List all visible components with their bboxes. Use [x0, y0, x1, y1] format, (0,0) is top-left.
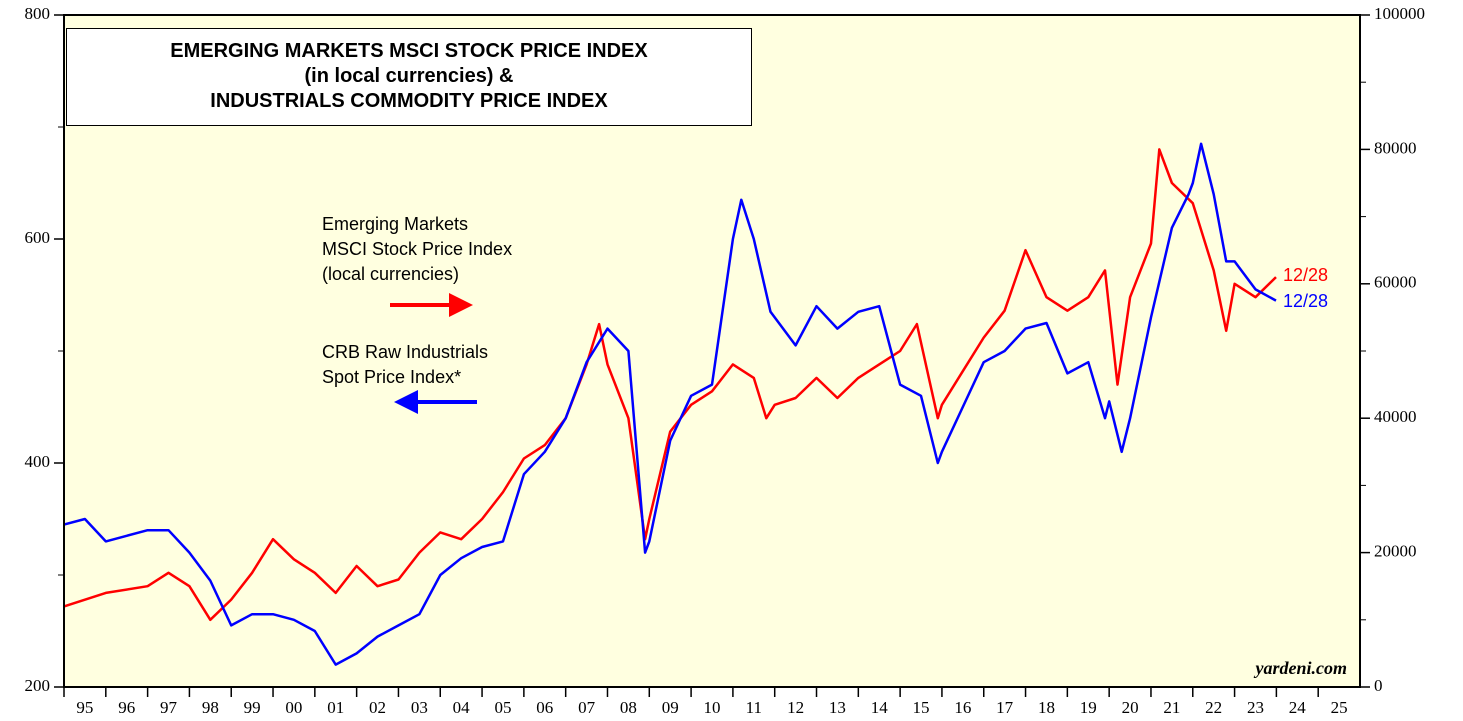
x-tick-label: 00	[285, 698, 302, 717]
x-tick-label: 18	[1038, 698, 1055, 717]
x-tick-label: 16	[954, 698, 971, 717]
x-tick-label: 03	[411, 698, 428, 717]
y2-tick-label: 20000	[1374, 542, 1417, 561]
x-tick-label: 20	[1122, 698, 1139, 717]
y2-tick-label: 60000	[1374, 273, 1417, 292]
x-tick-label: 09	[662, 698, 679, 717]
x-tick-label: 22	[1205, 698, 1222, 717]
y2-tick-label: 40000	[1374, 407, 1417, 426]
x-tick-label: 13	[829, 698, 846, 717]
end-label: 12/28	[1283, 265, 1329, 285]
x-tick-label: 96	[118, 698, 135, 717]
x-tick-label: 07	[578, 698, 596, 717]
x-tick-label: 19	[1080, 698, 1097, 717]
x-tick-label: 01	[327, 698, 344, 717]
series-line	[64, 142, 1277, 666]
x-tick-label: 24	[1289, 698, 1307, 717]
legend-entry: Emerging Markets MSCI Stock Price Index …	[322, 214, 513, 284]
y2-tick-label: 80000	[1374, 138, 1417, 157]
y-tick-label: 600	[25, 228, 51, 247]
y-tick-label: 400	[25, 452, 51, 471]
y-tick-label: 200	[25, 676, 51, 695]
legend-entry: CRB Raw Industrials Spot Price Index*	[322, 342, 489, 387]
x-tick-label: 97	[160, 698, 178, 717]
chart-title: EMERGING MARKETS MSCI STOCK PRICE INDEX …	[66, 28, 752, 126]
x-tick-label: 98	[202, 698, 219, 717]
y2-tick-label: 100000	[1374, 4, 1425, 23]
y-tick-label: 800	[25, 4, 51, 23]
x-tick-label: 17	[996, 698, 1014, 717]
x-tick-label: 23	[1247, 698, 1264, 717]
x-tick-label: 95	[76, 698, 93, 717]
x-tick-label: 12	[787, 698, 804, 717]
x-tick-label: 05	[494, 698, 511, 717]
x-tick-label: 21	[1163, 698, 1180, 717]
x-tick-label: 99	[244, 698, 261, 717]
series-line	[64, 148, 1277, 622]
y2-tick-label: 0	[1374, 676, 1383, 695]
x-tick-label: 02	[369, 698, 386, 717]
plot-frame	[63, 14, 1361, 688]
x-tick-label: 11	[746, 698, 762, 717]
x-tick-label: 10	[704, 698, 721, 717]
x-tick-label: 04	[453, 698, 471, 717]
x-tick-label: 15	[913, 698, 930, 717]
end-label: 12/28	[1283, 291, 1329, 311]
source: yardeni.com	[1255, 658, 1348, 678]
x-tick-label: 25	[1331, 698, 1348, 717]
x-tick-label: 06	[536, 698, 553, 717]
x-tick-label: 14	[871, 698, 889, 717]
x-tick-label: 08	[620, 698, 637, 717]
